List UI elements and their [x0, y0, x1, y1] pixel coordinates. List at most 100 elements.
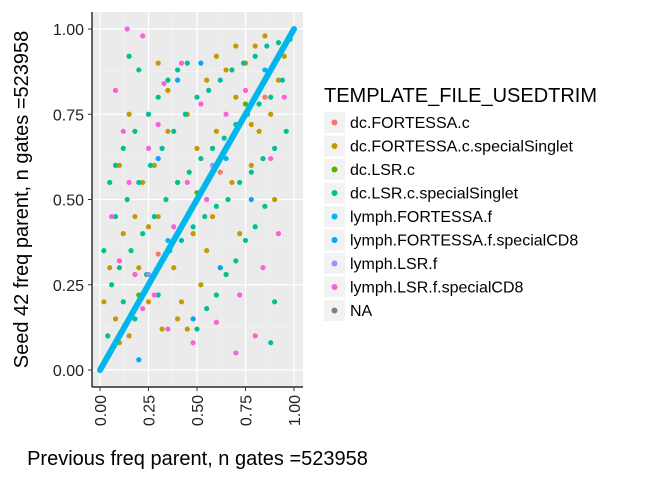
data-point — [256, 128, 262, 134]
data-point — [252, 224, 258, 230]
data-point — [268, 340, 274, 346]
data-point — [279, 77, 285, 83]
data-point — [248, 169, 254, 175]
data-point — [165, 237, 171, 244]
data-point — [190, 231, 196, 237]
data-point — [198, 155, 204, 162]
legend-label: lymph.LSR.f.specialCD8 — [350, 280, 524, 297]
data-point — [268, 155, 274, 162]
data-point — [184, 179, 190, 186]
data-point — [275, 231, 282, 237]
data-point — [175, 316, 181, 322]
data-point — [202, 213, 208, 220]
data-point — [204, 77, 210, 83]
data-point — [194, 145, 200, 151]
data-point — [262, 33, 268, 39]
data-point — [126, 333, 132, 339]
data-point — [175, 67, 181, 73]
y-tick-label: 0.50 — [53, 193, 84, 210]
data-point — [237, 179, 243, 186]
data-point — [132, 213, 138, 220]
data-point — [233, 43, 239, 49]
data-point — [252, 43, 258, 49]
data-point — [217, 265, 223, 271]
data-point — [248, 162, 254, 168]
data-point — [171, 224, 177, 230]
legend-key-dot — [331, 213, 338, 220]
data-point — [281, 53, 287, 59]
data-point — [237, 231, 243, 237]
data-point — [206, 87, 212, 93]
data-points — [97, 26, 297, 373]
data-point — [198, 60, 204, 66]
data-point — [223, 67, 229, 73]
data-point — [136, 357, 142, 363]
data-point — [159, 326, 165, 332]
data-point — [209, 213, 216, 220]
legend-key-dot — [331, 190, 338, 196]
data-point — [145, 145, 152, 151]
data-point — [272, 299, 278, 305]
data-point — [165, 87, 171, 93]
legend-label: lymph.LSR.f — [350, 256, 438, 273]
data-point — [233, 258, 239, 264]
data-point — [194, 94, 200, 100]
data-point — [175, 179, 181, 186]
data-point — [217, 169, 223, 175]
legend-key-dot — [331, 119, 338, 126]
data-point — [281, 94, 287, 100]
data-point — [147, 162, 154, 168]
data-point — [165, 77, 171, 83]
data-point — [151, 162, 157, 168]
legend-title: TEMPLATE_FILE_USEDTRIM — [324, 85, 597, 107]
data-point — [101, 248, 107, 254]
data-point — [161, 80, 167, 87]
y-tick-label: 0.00 — [53, 363, 84, 380]
data-point — [155, 94, 161, 100]
data-point — [283, 128, 289, 134]
data-point — [145, 111, 152, 117]
data-point — [109, 282, 115, 288]
data-point — [242, 237, 249, 244]
data-point — [120, 145, 126, 151]
data-point — [242, 87, 249, 93]
data-point — [262, 94, 268, 100]
data-point — [107, 179, 113, 186]
data-point — [175, 77, 181, 83]
data-point — [256, 101, 262, 107]
data-point — [182, 111, 188, 117]
data-point — [213, 128, 219, 134]
data-point — [223, 111, 229, 117]
data-point — [171, 128, 177, 134]
legend-label: dc.LSR.c — [350, 162, 415, 179]
data-point — [101, 299, 107, 305]
data-point — [275, 40, 282, 46]
data-point — [112, 162, 119, 168]
x-tick-label: 0.75 — [239, 395, 256, 426]
data-point — [190, 316, 196, 322]
data-point — [262, 67, 268, 73]
data-point — [204, 306, 210, 312]
data-point — [221, 135, 227, 141]
legend-key-dot — [331, 166, 338, 173]
data-point — [165, 128, 171, 134]
data-point — [112, 87, 119, 93]
legend-label: dc.LSR.c.specialSinglet — [350, 186, 519, 203]
data-point — [145, 299, 152, 305]
data-point — [151, 292, 157, 298]
legend-label: lymph.FORTESSA.f — [350, 209, 493, 226]
data-point — [268, 94, 274, 100]
data-point — [198, 282, 204, 288]
data-point — [155, 155, 161, 162]
data-point — [264, 43, 270, 49]
legend-label: NA — [350, 303, 373, 320]
data-point — [178, 60, 185, 66]
data-point — [120, 299, 126, 305]
data-point — [233, 350, 239, 356]
data-point — [155, 60, 161, 66]
data-point — [213, 53, 219, 59]
data-point — [194, 326, 200, 332]
legend: dc.FORTESSA.c dc.FORTESSA.c.specialSingle… — [324, 112, 578, 321]
legend-key-dot — [331, 143, 338, 149]
data-point — [190, 224, 196, 230]
